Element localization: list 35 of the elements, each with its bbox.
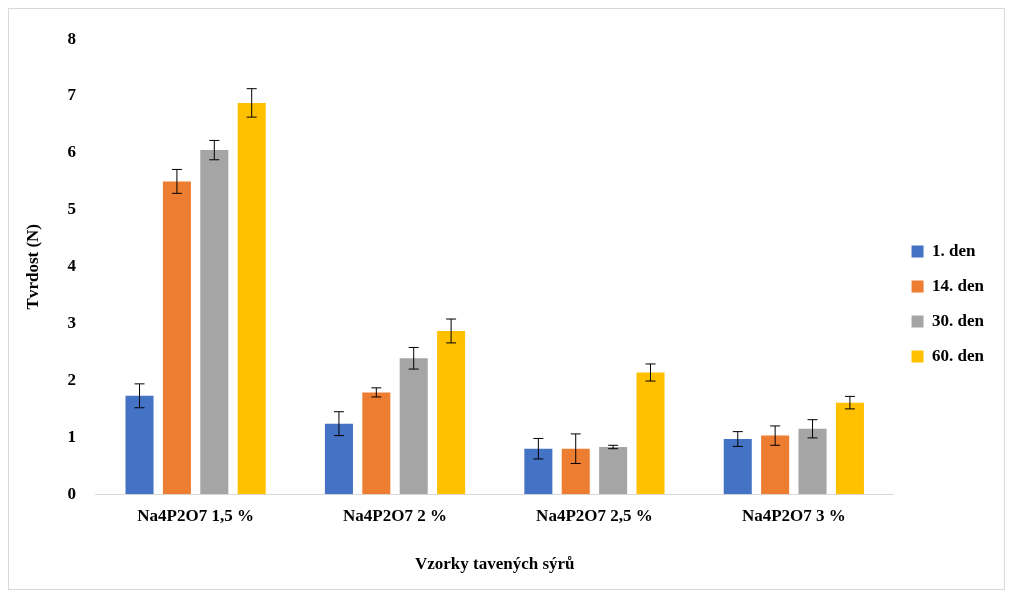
x-tick-label: Na4P2O7 2 %: [343, 505, 447, 525]
bar: [761, 435, 790, 495]
bar: [399, 358, 428, 495]
bar: [599, 446, 628, 495]
y-tick-label: 2: [67, 369, 76, 389]
y-tick-label: 6: [67, 142, 76, 162]
legend-label: 1. den: [932, 240, 977, 260]
bar: [237, 102, 266, 495]
bar: [723, 439, 752, 495]
y-tick-label: 5: [67, 199, 76, 219]
legend-label: 30. den: [932, 310, 985, 330]
y-tick-label: 7: [67, 85, 77, 105]
y-tick-label: 1: [67, 426, 76, 446]
bar: [200, 150, 229, 495]
x-tick-label: Na4P2O7 3 %: [741, 505, 846, 525]
legend-label: 14. den: [932, 275, 985, 295]
bar: [524, 448, 553, 495]
bar: [162, 181, 191, 495]
bar: [798, 428, 827, 495]
bar: [636, 372, 665, 495]
y-tick-label: 4: [67, 256, 77, 276]
y-tick-label: 0: [67, 483, 76, 503]
bar: [324, 423, 353, 495]
bar: [835, 402, 864, 495]
y-tick-label: 3: [67, 312, 76, 332]
y-axis-title: Tvrdost (N): [22, 223, 42, 310]
y-tick-label: 8: [67, 28, 76, 48]
bar: [125, 395, 154, 495]
bar: [561, 448, 590, 495]
x-tick-label: Na4P2O7 2,5 %: [536, 505, 653, 525]
bar: [362, 392, 391, 495]
x-axis-title: Vzorky tavených sýrů: [414, 554, 575, 574]
bar: [437, 330, 466, 495]
x-tick-label: Na4P2O7 1,5 %: [137, 505, 254, 525]
legend-label: 60. den: [932, 345, 985, 365]
